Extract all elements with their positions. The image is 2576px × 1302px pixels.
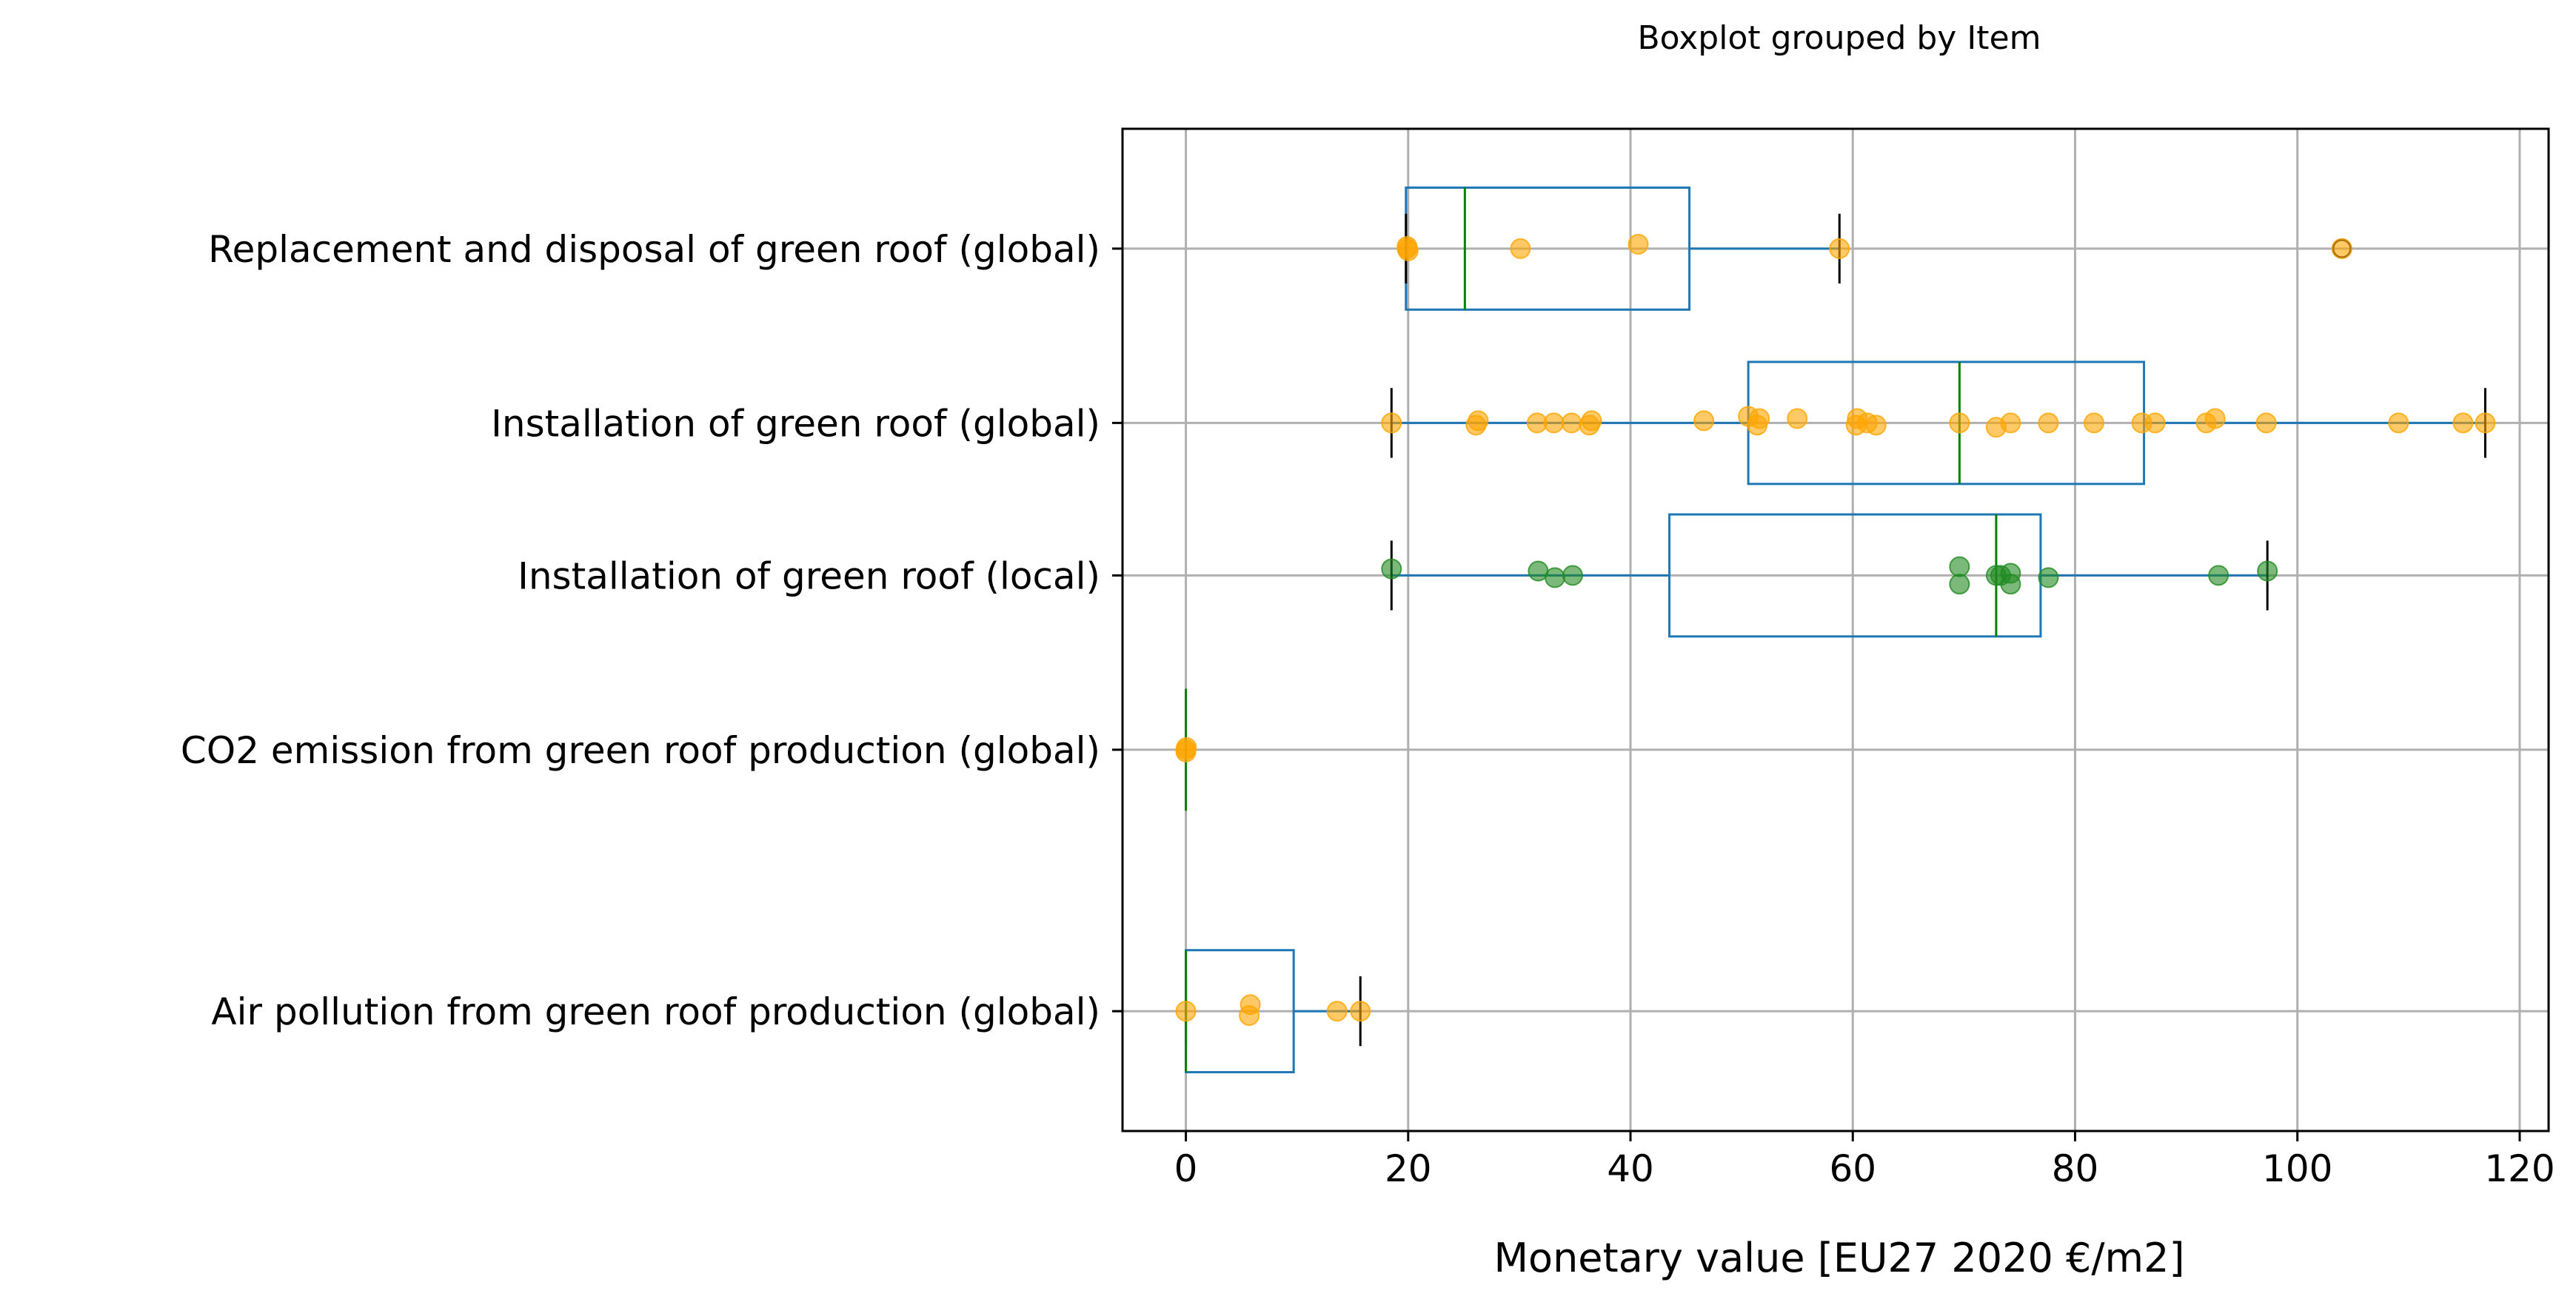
data-point [1581, 410, 1602, 432]
data-point [1693, 410, 1715, 432]
box-layer [1185, 186, 2486, 1074]
point-layer [1175, 234, 2496, 1026]
x-tick-label: 120 [2484, 1147, 2555, 1190]
data-point [1175, 1001, 1197, 1022]
data-point [2000, 563, 2021, 584]
data-point [1829, 238, 1850, 259]
x-tick-label: 100 [2262, 1147, 2332, 1190]
data-point [1562, 565, 1583, 586]
data-point [2084, 412, 2105, 434]
x-tick-label: 0 [1174, 1147, 1198, 1190]
data-point [2475, 412, 2496, 434]
x-axis-label: Monetary value [EU27 2020 €/m2] [1493, 1235, 2184, 1281]
data-point [2452, 412, 2474, 434]
chart-title: Boxplot grouped by Item [1638, 19, 2041, 57]
x-axis-ticks: 0 20 40 60 80 100 120 [1174, 1131, 2555, 1190]
data-point [2331, 238, 2352, 259]
data-point [1240, 994, 1261, 1016]
x-tick-label: 20 [1385, 1147, 1432, 1190]
data-point [1949, 574, 1970, 595]
y-tick-label: CO2 emission from green roof production … [181, 729, 1100, 772]
data-point [2208, 565, 2229, 586]
data-point [2388, 412, 2409, 434]
data-point [2000, 412, 2021, 434]
data-point [1787, 408, 1808, 429]
data-point [1381, 558, 1402, 580]
data-point [1949, 556, 1970, 577]
grid-layer [1123, 129, 2549, 1131]
data-point [1326, 1001, 1348, 1022]
y-axis-ticks: Replacement and disposal of green roof (… [181, 228, 1123, 1033]
data-point [1543, 412, 1565, 434]
data-point [1176, 736, 1197, 758]
data-point [2255, 412, 2277, 434]
data-point [2257, 560, 2278, 582]
y-tick-label: Replacement and disposal of green roof (… [208, 228, 1100, 271]
data-point [1468, 410, 1489, 432]
data-point [2204, 408, 2226, 429]
data-point [1865, 415, 1887, 436]
data-point [1381, 412, 1402, 434]
data-point [1749, 408, 1770, 429]
data-point [2038, 567, 2059, 588]
y-tick-label: Installation of green roof (local) [518, 554, 1100, 597]
data-point [1544, 567, 1565, 588]
x-tick-label: 40 [1607, 1147, 1654, 1190]
data-point [2144, 412, 2166, 434]
y-tick-label: Installation of green roof (global) [491, 402, 1100, 445]
data-point [2038, 412, 2059, 434]
plot-frame [1121, 127, 2550, 1132]
data-point [1350, 1001, 1371, 1022]
data-point [1396, 235, 1418, 257]
y-tick-label: Air pollution from green roof production… [211, 990, 1100, 1033]
data-point [1510, 238, 1531, 259]
data-point [1561, 412, 1582, 434]
data-point [1949, 412, 1970, 434]
data-point [1627, 234, 1649, 255]
x-tick-label: 80 [2052, 1147, 2099, 1190]
x-tick-label: 60 [1829, 1147, 1876, 1190]
